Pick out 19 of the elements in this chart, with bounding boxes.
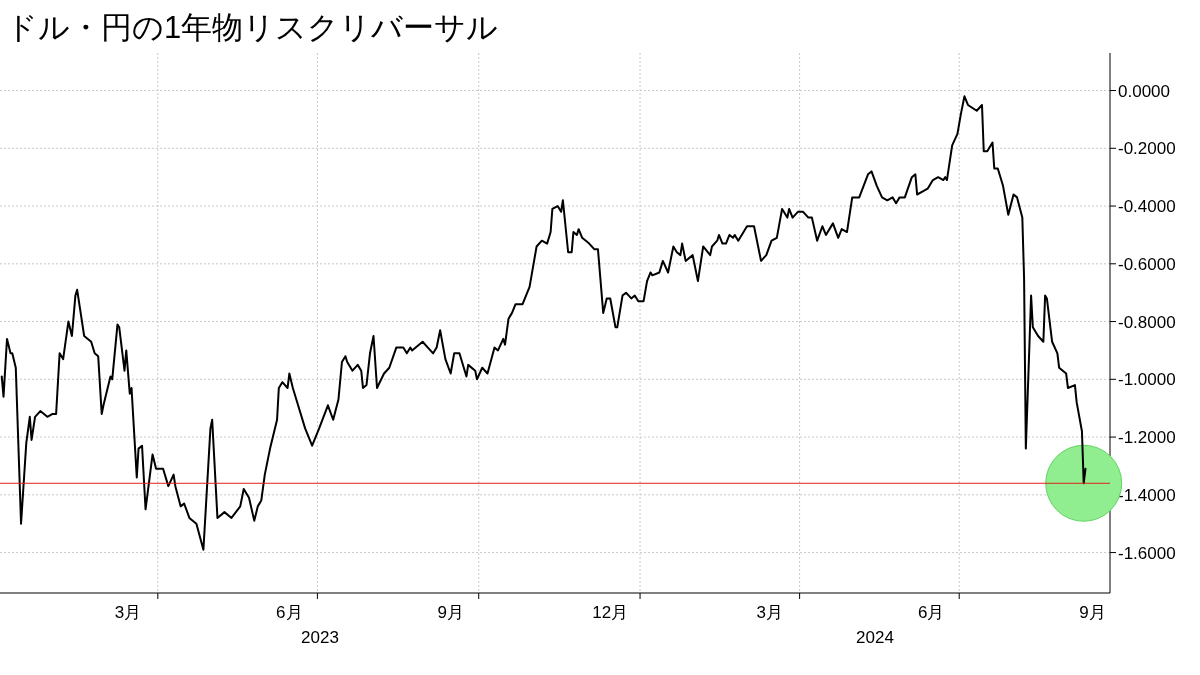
x-tick-label: 9月 xyxy=(437,603,464,622)
chart-title: ドル・円の1年物リスクリバーサル xyxy=(6,10,499,45)
x-tick-label: 3月 xyxy=(114,603,142,622)
x-tick-label: 3月 xyxy=(756,603,784,622)
y-tick-label: -1.6000 xyxy=(1118,543,1176,563)
y-tick-label: 0.0000 xyxy=(1118,81,1170,101)
y-tick-label: -1.2000 xyxy=(1118,428,1176,448)
x-tick-label: 6月 xyxy=(276,603,303,622)
x-tick-label: 6月 xyxy=(917,603,945,622)
x-tick-label: 12月 xyxy=(592,603,629,622)
y-tick-label: -1.4000 xyxy=(1118,485,1176,505)
y-tick-label: -0.2000 xyxy=(1118,139,1176,159)
text: 2024 xyxy=(856,628,894,647)
y-tick-label: -1.0000 xyxy=(1118,370,1176,390)
y-tick-label: -0.8000 xyxy=(1118,312,1176,332)
x-tick-label: 9月 xyxy=(1079,603,1106,622)
y-tick-label: -0.4000 xyxy=(1118,197,1176,217)
text: 2023 xyxy=(301,628,339,647)
y-tick-label: -0.6000 xyxy=(1118,254,1176,274)
